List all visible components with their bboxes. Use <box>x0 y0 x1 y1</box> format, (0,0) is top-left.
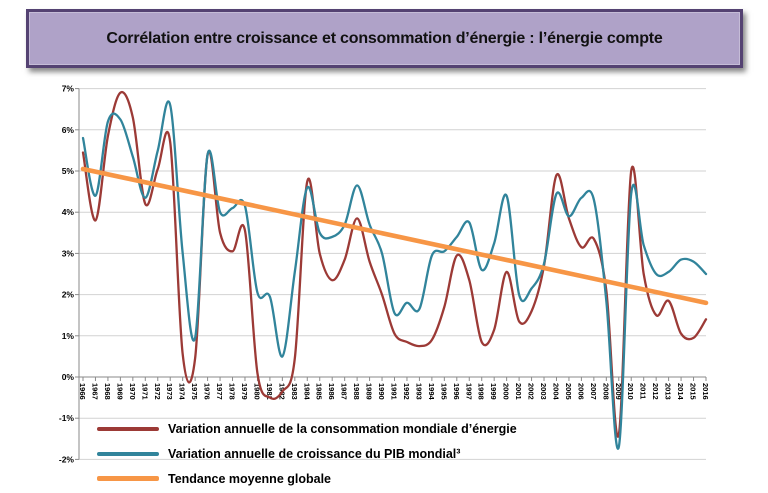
x-tick-label: 1991 <box>390 383 399 400</box>
x-tick-label: 2016 <box>701 383 710 400</box>
x-tick-label: 2002 <box>527 383 536 400</box>
y-axis-labels: 7% 6% 5% 4% 3% 2% 1% 0% -1% -2% <box>59 84 75 465</box>
legend-label-energy: Variation annuelle de la consommation mo… <box>168 421 517 436</box>
x-tick-label: 1997 <box>464 383 473 400</box>
gridlines <box>75 88 706 460</box>
x-tick-label: 1972 <box>153 383 162 400</box>
x-tick-label: 1969 <box>115 383 124 400</box>
y-tick-label: 3% <box>62 248 75 258</box>
x-tick-label: 1977 <box>215 383 224 400</box>
legend-item-trend: Tendance moyenne globale <box>97 466 517 491</box>
legend-label-trend: Tendance moyenne globale <box>168 471 332 486</box>
y-tick-label: 6% <box>62 125 75 135</box>
x-tick-label: 1971 <box>140 383 149 400</box>
x-tick-label: 1990 <box>377 383 386 400</box>
x-tick-label: 2003 <box>539 383 548 400</box>
legend-item-energy: Variation annuelle de la consommation mo… <box>97 416 517 441</box>
x-tick-label: 1967 <box>90 383 99 400</box>
x-tick-label: 1980 <box>252 383 261 400</box>
x-tick-label: 2009 <box>614 383 623 400</box>
x-tick-label: 1985 <box>315 383 324 400</box>
x-tick-label: 1989 <box>365 383 374 400</box>
y-tick-label: 0% <box>62 372 75 382</box>
x-tick-label: 1975 <box>190 383 199 400</box>
gdp-line-swatch <box>97 451 159 456</box>
legend-item-gdp: Variation annuelle de croissance du PIB … <box>97 441 517 466</box>
y-tick-label: 1% <box>62 331 75 341</box>
x-tick-label: 1984 <box>302 383 311 401</box>
y-tick-label: -2% <box>59 454 75 464</box>
x-tick-label: 2008 <box>601 383 610 400</box>
title-banner: Corrélation entre croissance et consomma… <box>26 9 743 68</box>
legend-label-gdp: Variation annuelle de croissance du PIB … <box>168 446 461 461</box>
x-tick-label: 2000 <box>502 383 511 400</box>
trend-line-swatch <box>97 476 159 481</box>
page-title: Corrélation entre croissance et consomma… <box>106 29 663 47</box>
y-tick-label: 4% <box>62 207 75 217</box>
x-tick-label: 1970 <box>128 383 137 400</box>
y-tick-label: 5% <box>62 166 75 176</box>
x-tick-label: 1978 <box>228 383 237 400</box>
x-tick-label: 1996 <box>452 383 461 400</box>
energy-line-swatch <box>97 426 159 431</box>
x-tick-label: 1983 <box>290 383 299 400</box>
x-tick-label: 1988 <box>352 383 361 400</box>
chart-legend: Variation annuelle de la consommation mo… <box>97 416 517 491</box>
y-tick-label: -1% <box>59 413 75 423</box>
x-tick-label: 1973 <box>165 383 174 400</box>
x-tick-label: 1968 <box>103 383 112 400</box>
x-tick-label: 2012 <box>651 383 660 400</box>
y-tick-label: 2% <box>62 290 75 300</box>
series-group <box>80 90 709 450</box>
x-axis-labels: 1966 1967 1968 1969 1970 1971 1972 1973 1974 1975… <box>78 377 710 401</box>
x-tick-label: 1998 <box>477 383 486 400</box>
x-tick-label: 2010 <box>626 383 635 400</box>
x-tick-label: 1992 <box>402 383 411 400</box>
x-tick-label: 2001 <box>514 383 523 400</box>
x-tick-label: 2014 <box>676 383 685 401</box>
x-tick-label: 1995 <box>439 383 448 400</box>
x-tick-label: 2005 <box>564 383 573 400</box>
x-tick-label: 1966 <box>78 383 87 400</box>
trend-line <box>80 166 709 306</box>
x-tick-label: 1979 <box>240 383 249 400</box>
gdp-growth-line <box>81 100 708 450</box>
y-tick-label: 7% <box>62 84 75 94</box>
x-tick-label: 1986 <box>327 383 336 400</box>
x-tick-label: 2007 <box>589 383 598 400</box>
x-tick-label: 1994 <box>427 383 436 401</box>
x-tick-label: 2015 <box>689 383 698 400</box>
x-tick-label: 1974 <box>178 383 187 401</box>
x-tick-label: 1987 <box>340 383 349 400</box>
x-tick-label: 2006 <box>576 383 585 400</box>
x-tick-label: 1976 <box>203 383 212 400</box>
x-tick-label: 1999 <box>489 383 498 400</box>
x-tick-label: 1993 <box>414 383 423 400</box>
x-tick-label: 2004 <box>551 383 560 401</box>
x-tick-label: 1981 <box>265 383 274 400</box>
x-tick-label: 2011 <box>639 383 648 399</box>
x-tick-label: 2013 <box>664 383 673 400</box>
